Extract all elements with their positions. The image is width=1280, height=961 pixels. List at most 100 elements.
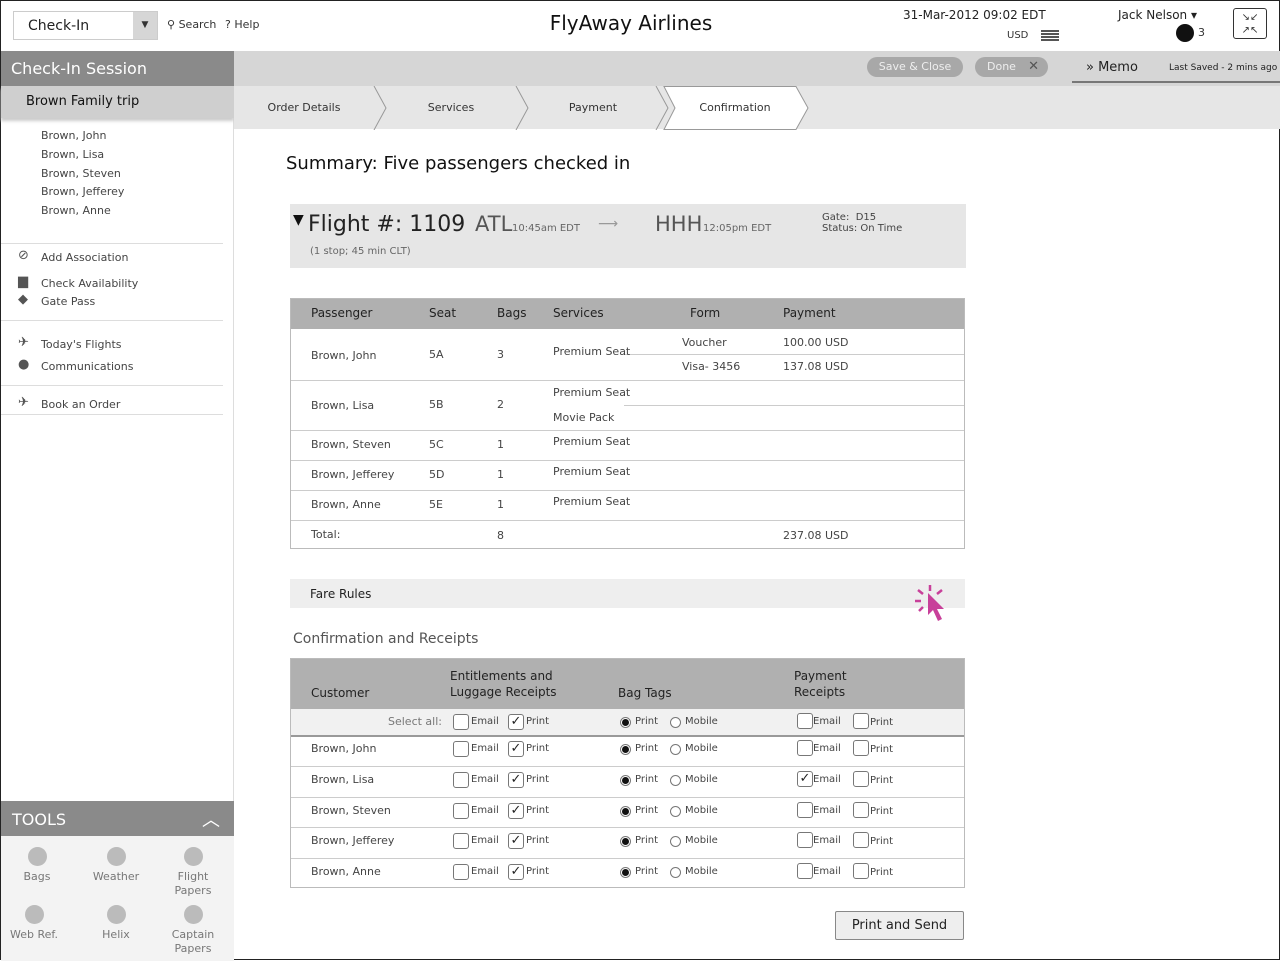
bag-tag-mobile-radio[interactable] <box>670 744 681 755</box>
payment-email-checkbox[interactable]: ✓ <box>797 771 813 787</box>
bags: 1 <box>497 438 504 451</box>
print-label: Print <box>635 835 659 846</box>
collapse-triangle-icon[interactable]: ▼ <box>293 212 304 228</box>
collapse-icon[interactable]: ↘↙ ↗↖ <box>1233 8 1267 39</box>
payment-print-checkbox[interactable] <box>853 832 869 848</box>
customer-name: Brown, Anne <box>311 865 381 878</box>
entitlements-email-checkbox[interactable] <box>453 864 469 880</box>
passenger-item[interactable]: Brown, Anne <box>41 204 111 217</box>
entitlements-email-checkbox[interactable] <box>453 833 469 849</box>
payment-print-checkbox[interactable] <box>853 802 869 818</box>
customer-name: Brown, Steven <box>311 804 391 817</box>
entitlements-print-checkbox[interactable]: ✓ <box>508 741 524 757</box>
passenger-item[interactable]: Brown, Lisa <box>41 148 105 161</box>
entitlements-print-checkbox[interactable]: ✓ <box>508 772 524 788</box>
entitlements-email-checkbox[interactable] <box>453 803 469 819</box>
print-label: Print <box>526 835 550 846</box>
print-and-send-button[interactable]: Print and Send <box>835 911 964 940</box>
bag-tag-print-radio[interactable] <box>620 775 631 786</box>
entitlements-email-checkbox[interactable] <box>453 772 469 788</box>
passenger-name: Brown, Jefferey <box>311 468 395 481</box>
print-label: Print <box>526 805 550 816</box>
payment-email-checkbox[interactable] <box>797 832 813 848</box>
print-label: Print <box>870 744 894 755</box>
step-services[interactable]: Services <box>427 101 475 114</box>
tool-helix[interactable]: Helix <box>81 905 151 942</box>
fare-rules-row[interactable]: Fare Rules <box>290 579 965 608</box>
payment-email-checkbox[interactable] <box>797 802 813 818</box>
entitlements-print-checkbox[interactable]: ✓ <box>508 864 524 880</box>
print-label: Print <box>870 867 894 878</box>
bag-tag-mobile-radio[interactable] <box>670 836 681 847</box>
email-label: Email <box>471 805 499 816</box>
payment-email-checkbox[interactable] <box>797 740 813 756</box>
search-link[interactable]: ⚲ Search <box>167 18 216 31</box>
entitlements-print-checkbox[interactable]: ✓ <box>508 803 524 819</box>
column-header: Entitlements and Luggage Receipts <box>450 669 557 699</box>
tool-captain-papers[interactable]: Captain Papers <box>158 905 228 956</box>
save-close-button[interactable]: Save & Close <box>867 57 963 77</box>
entitlements-print-checkbox[interactable]: ✓ <box>508 714 524 730</box>
tag-icon: ◆ <box>18 292 28 307</box>
tools-header[interactable]: TOOLS ︿ <box>1 801 234 836</box>
payment-print-checkbox[interactable] <box>853 740 869 756</box>
notification-count: 3 <box>1198 26 1205 39</box>
arrival-time: 12:05pm EDT <box>703 223 772 234</box>
done-button[interactable]: Done ✕ <box>975 57 1048 77</box>
tool-label: Helix <box>102 928 130 941</box>
tool-flight-papers[interactable]: Flight Papers <box>158 847 228 898</box>
payment-email-checkbox[interactable] <box>797 713 813 729</box>
entitlements-print-checkbox[interactable]: ✓ <box>508 833 524 849</box>
sidebar-action[interactable]: Gate Pass <box>41 295 96 308</box>
bag-tag-mobile-radio[interactable] <box>670 717 681 728</box>
entitlements-email-checkbox[interactable] <box>453 741 469 757</box>
bag-tag-print-radio[interactable] <box>620 867 631 878</box>
sidebar-action[interactable]: Add Association <box>41 251 129 264</box>
user-menu[interactable]: Jack Nelson ▾ <box>1118 8 1197 22</box>
step-payment[interactable]: Payment <box>568 101 618 114</box>
tool-weather[interactable]: Weather <box>81 847 151 884</box>
print-label: Print <box>870 806 894 817</box>
step-confirmation[interactable]: Confirmation <box>699 101 771 114</box>
sidebar-action[interactable]: Communications <box>41 360 134 373</box>
datetime: 31-Mar-2012 09:02 EDT <box>903 8 1046 22</box>
passenger-item[interactable]: Brown, John <box>41 129 107 142</box>
help-link[interactable]: ? Help <box>225 18 259 31</box>
bag-tag-print-radio[interactable] <box>620 717 631 728</box>
bag-tag-mobile-radio[interactable] <box>670 867 681 878</box>
notification-icon[interactable] <box>1176 24 1194 42</box>
bag-tag-mobile-radio[interactable] <box>670 806 681 817</box>
bag-tag-print-radio[interactable] <box>620 806 631 817</box>
trip-item[interactable]: Brown Family trip <box>1 86 234 118</box>
print-label: Print <box>635 866 659 877</box>
sidebar-action[interactable]: Book an Order <box>41 398 121 411</box>
chevron-up-icon[interactable]: ︿ <box>202 810 220 831</box>
search-icon: ⚲ <box>167 18 179 31</box>
column-header: Payment <box>783 306 836 320</box>
payment-form: Visa- 3456 <box>682 360 741 373</box>
memo-tab[interactable]: » Memo Last Saved - 2 mins ago <box>1072 59 1280 83</box>
passenger-item[interactable]: Brown, Jefferey <box>41 185 125 198</box>
payment-print-checkbox[interactable] <box>853 713 869 729</box>
tool-web-ref-[interactable]: Web Ref. <box>0 905 69 942</box>
entitlements-email-checkbox[interactable] <box>453 714 469 730</box>
toolbar <box>234 51 1280 86</box>
sidebar-action[interactable]: Today's Flights <box>41 338 122 351</box>
payment-email-checkbox[interactable] <box>797 863 813 879</box>
bag-tag-print-radio[interactable] <box>620 836 631 847</box>
bag-tag-print-radio[interactable] <box>620 744 631 755</box>
tool-bags[interactable]: Bags <box>2 847 72 884</box>
email-label: Email <box>813 743 841 754</box>
passenger-item[interactable]: Brown, Steven <box>41 167 121 180</box>
payment-print-checkbox[interactable] <box>853 863 869 879</box>
tool-label: Papers <box>174 942 212 955</box>
us-flag-icon[interactable] <box>1041 30 1059 41</box>
step-order-details[interactable]: Order Details <box>267 101 341 114</box>
payment-print-checkbox[interactable] <box>853 771 869 787</box>
sidebar-action[interactable]: Check Availability <box>41 277 139 290</box>
mode-select[interactable]: Check-In ▼ <box>13 11 158 40</box>
chevron-down-icon[interactable]: ▼ <box>133 12 157 39</box>
currency[interactable]: USD <box>1007 30 1029 41</box>
bag-tag-mobile-radio[interactable] <box>670 775 681 786</box>
service: Premium Seat <box>553 435 631 448</box>
